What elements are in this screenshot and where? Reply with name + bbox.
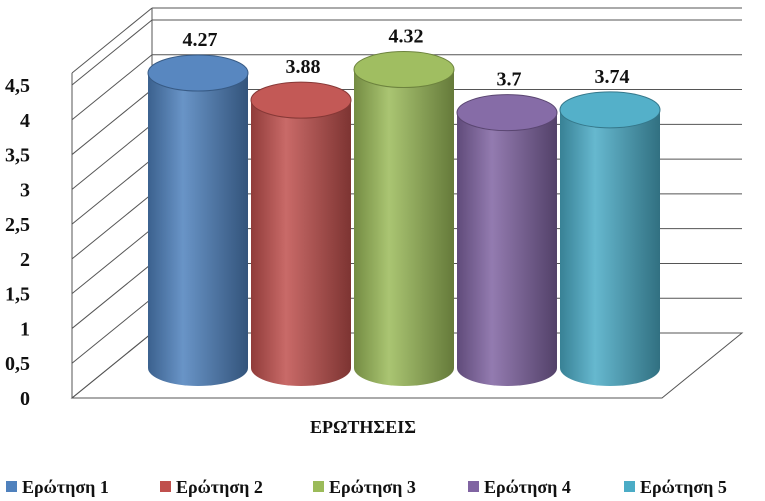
bar bbox=[148, 55, 248, 386]
data-label: 3.74 bbox=[595, 66, 630, 88]
legend-item: Ερώτηση 4 bbox=[468, 477, 571, 497]
gridline-diag bbox=[72, 90, 152, 155]
y-tick-label: 4,5 bbox=[5, 75, 30, 97]
legend-item: Ερώτηση 3 bbox=[313, 477, 416, 497]
legend-item: Ερώτηση 5 bbox=[624, 477, 727, 497]
bar-body bbox=[148, 73, 248, 386]
y-tick-label: 3,5 bbox=[5, 145, 30, 167]
gridline-diag bbox=[72, 229, 152, 294]
legend-item: Ερώτηση 2 bbox=[160, 477, 263, 497]
legend-label: Ερώτηση 3 bbox=[329, 477, 416, 497]
gridline-diag bbox=[72, 333, 152, 398]
legend-label: Ερώτηση 5 bbox=[640, 477, 727, 497]
bar bbox=[457, 95, 557, 386]
bar-top bbox=[354, 52, 454, 88]
bar-body bbox=[560, 110, 660, 386]
data-label: 4.27 bbox=[183, 29, 218, 51]
y-tick-label: 2 bbox=[20, 249, 30, 271]
y-tick-label: 0,5 bbox=[5, 353, 30, 375]
gridline-diag bbox=[72, 124, 152, 189]
bar bbox=[560, 92, 660, 386]
gridline-diag bbox=[72, 263, 152, 328]
bar-top bbox=[251, 82, 351, 118]
y-tick-label: 1,5 bbox=[5, 284, 30, 306]
gridline-diag bbox=[72, 20, 152, 85]
y-tick-label: 2,5 bbox=[5, 214, 30, 236]
legend-swatch bbox=[160, 481, 171, 492]
gridline-diag bbox=[72, 298, 152, 363]
data-label: 3.7 bbox=[497, 69, 522, 91]
y-tick-label: 0 bbox=[20, 388, 30, 410]
legend-swatch bbox=[6, 481, 17, 492]
legend-item: Ερώτηση 1 bbox=[6, 477, 109, 497]
bar-body bbox=[354, 70, 454, 386]
wall-top-edge bbox=[72, 8, 152, 73]
legend-label: Ερώτηση 2 bbox=[176, 477, 263, 497]
bar bbox=[251, 82, 351, 386]
legend-swatch bbox=[313, 481, 324, 492]
bar bbox=[354, 52, 454, 386]
bars bbox=[148, 52, 660, 386]
y-tick-label: 1 bbox=[20, 318, 30, 340]
y-tick-label: 4 bbox=[20, 110, 30, 132]
gridline-diag bbox=[72, 159, 152, 224]
gridline-diag bbox=[72, 194, 152, 259]
bar-top bbox=[560, 92, 660, 128]
legend: Ερώτηση 1 Ερώτηση 2 Ερώτηση 3 Ερώτηση 4 Ερώτ… bbox=[6, 477, 727, 497]
legend-swatch bbox=[624, 481, 635, 492]
bar-body bbox=[457, 113, 557, 386]
legend-swatch bbox=[468, 481, 479, 492]
bar-top bbox=[148, 55, 248, 91]
legend-label: Ερώτηση 1 bbox=[22, 477, 109, 497]
x-axis-title: ΕΡΩΤΗΣΕΙΣ bbox=[310, 417, 416, 437]
y-tick-label: 3 bbox=[20, 179, 30, 201]
legend-label: Ερώτηση 4 bbox=[484, 477, 571, 497]
y-axis: 0 0,5 1 1,5 2 2,5 3 3,5 4 4,5 bbox=[5, 75, 30, 410]
data-label: 4.32 bbox=[389, 26, 424, 48]
gridline-diag bbox=[72, 55, 152, 120]
bar-top bbox=[457, 95, 557, 131]
bar-body bbox=[251, 100, 351, 386]
data-label: 3.88 bbox=[286, 56, 321, 78]
